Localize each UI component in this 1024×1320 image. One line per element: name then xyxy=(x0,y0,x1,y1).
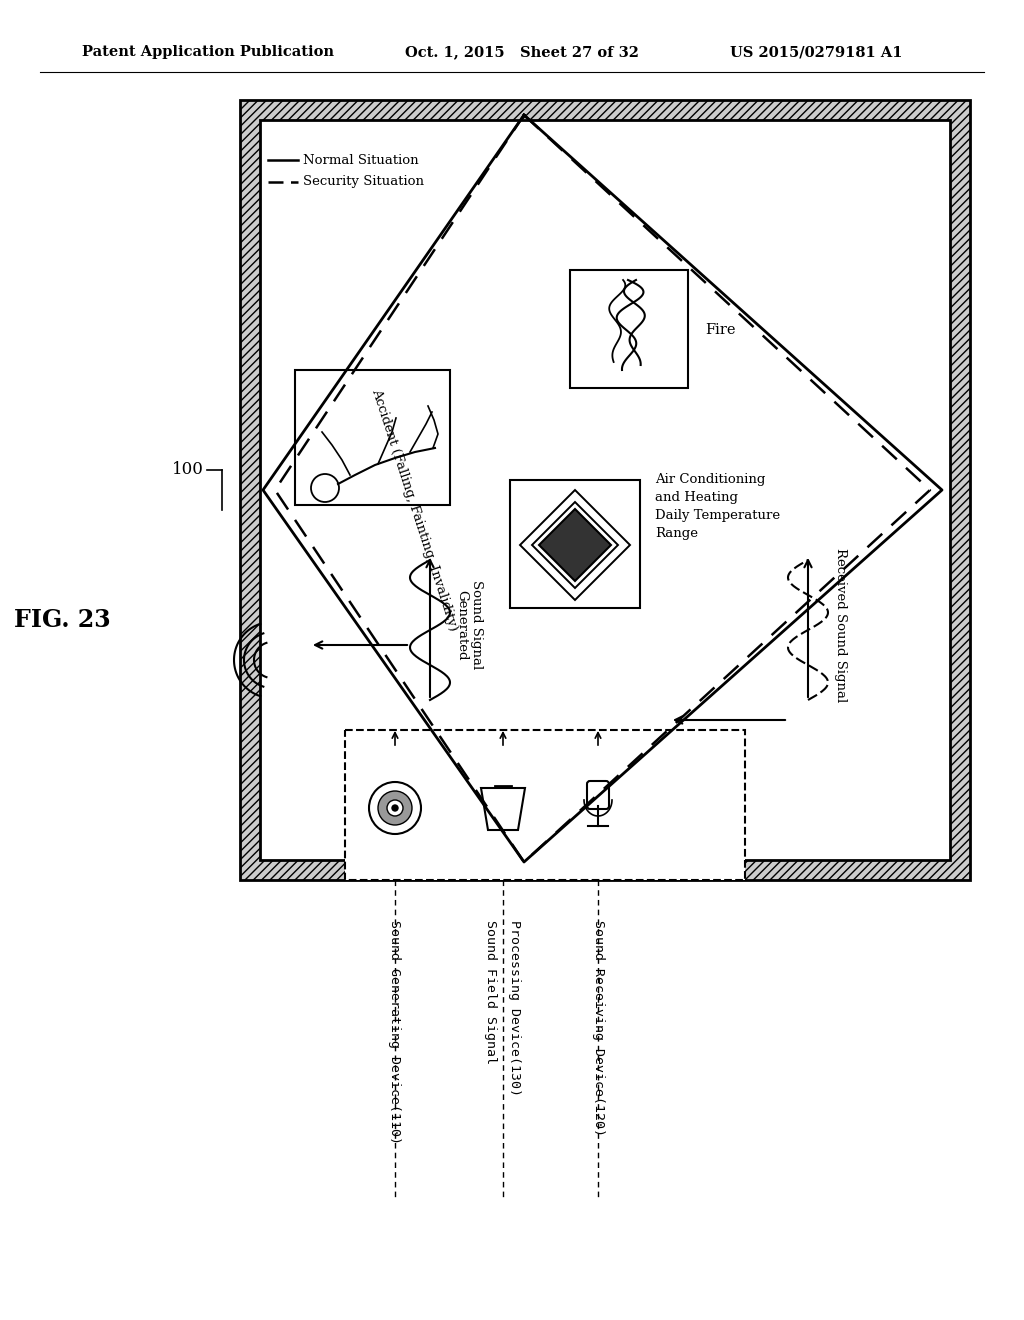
Text: Received Sound Signal: Received Sound Signal xyxy=(834,548,847,702)
Text: Oct. 1, 2015   Sheet 27 of 32: Oct. 1, 2015 Sheet 27 of 32 xyxy=(406,45,639,59)
Text: Daily Temperature: Daily Temperature xyxy=(655,510,780,523)
Text: 100: 100 xyxy=(172,462,204,479)
Text: FIG. 23: FIG. 23 xyxy=(13,609,111,632)
Text: Sound Receiving Device(120): Sound Receiving Device(120) xyxy=(592,920,604,1137)
Text: Range: Range xyxy=(655,528,698,540)
Circle shape xyxy=(378,791,412,825)
Bar xyxy=(260,120,950,861)
Bar xyxy=(240,100,970,880)
Polygon shape xyxy=(539,510,611,581)
Text: Sound Signal: Sound Signal xyxy=(469,581,482,669)
Text: Patent Application Publication: Patent Application Publication xyxy=(82,45,334,59)
Text: Processing Device(130): Processing Device(130) xyxy=(509,920,521,1096)
Bar xyxy=(295,370,450,506)
FancyBboxPatch shape xyxy=(587,781,609,809)
Text: Sound Field Signal: Sound Field Signal xyxy=(484,920,498,1064)
Text: and Heating: and Heating xyxy=(655,491,738,504)
Text: Security Situation: Security Situation xyxy=(303,176,424,189)
Circle shape xyxy=(387,800,403,816)
Bar xyxy=(345,730,745,880)
Bar xyxy=(570,271,688,388)
Text: Generated: Generated xyxy=(456,590,469,660)
Text: Accident (Falling, Fainting, Invalidity): Accident (Falling, Fainting, Invalidity) xyxy=(370,387,461,632)
Text: US 2015/0279181 A1: US 2015/0279181 A1 xyxy=(730,45,902,59)
Text: Normal Situation: Normal Situation xyxy=(303,153,419,166)
Text: Sound Generating Device(110): Sound Generating Device(110) xyxy=(388,920,401,1144)
Circle shape xyxy=(392,805,398,810)
Circle shape xyxy=(311,474,339,502)
Circle shape xyxy=(369,781,421,834)
Text: Air Conditioning: Air Conditioning xyxy=(655,474,765,487)
Bar xyxy=(510,480,640,609)
Polygon shape xyxy=(481,788,525,830)
Text: Fire: Fire xyxy=(705,323,735,337)
